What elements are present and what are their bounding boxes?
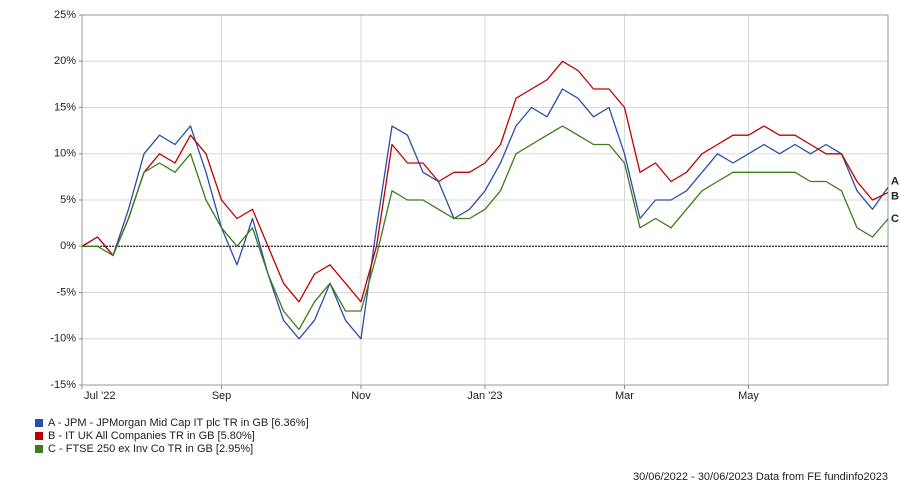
y-tick-label: 5% [60, 194, 76, 206]
end-label: C [891, 213, 899, 225]
x-tick-label: Nov [351, 390, 371, 402]
x-tick-label: Jul '22 [84, 390, 115, 402]
y-tick-label: -5% [56, 286, 76, 298]
legend-swatch [35, 432, 43, 440]
end-label: B [891, 191, 899, 203]
series-line [81, 60, 889, 303]
y-tick-label: 25% [54, 9, 76, 21]
y-tick-label: 15% [54, 101, 76, 113]
plot-frame [81, 14, 889, 386]
y-tick-label: 10% [54, 148, 76, 160]
legend-swatch [35, 419, 43, 427]
series-line [81, 88, 889, 340]
end-label: A [891, 175, 899, 187]
x-tick-label: Sep [212, 390, 232, 402]
y-tick-label: -15% [50, 379, 76, 391]
y-tick-label: 20% [54, 55, 76, 67]
footer: 30/06/2022 - 30/06/2023 Data from FE fun… [633, 471, 888, 483]
x-tick-label: May [738, 390, 759, 402]
series-line [82, 125, 889, 331]
legend-label: C - FTSE 250 ex Inv Co TR in GB [2.95%] [48, 443, 253, 455]
legend-label: B - IT UK All Companies TR in GB [5.80%] [48, 430, 255, 442]
x-tick-label: Jan '23 [467, 390, 502, 402]
y-tick-label: -10% [50, 333, 76, 345]
legend-label: A - JPM - JPMorgan Mid Cap IT plc TR in … [48, 417, 309, 429]
y-tick-label: 0% [60, 240, 76, 252]
x-tick-label: Mar [615, 390, 634, 402]
legend-swatch [35, 445, 43, 453]
